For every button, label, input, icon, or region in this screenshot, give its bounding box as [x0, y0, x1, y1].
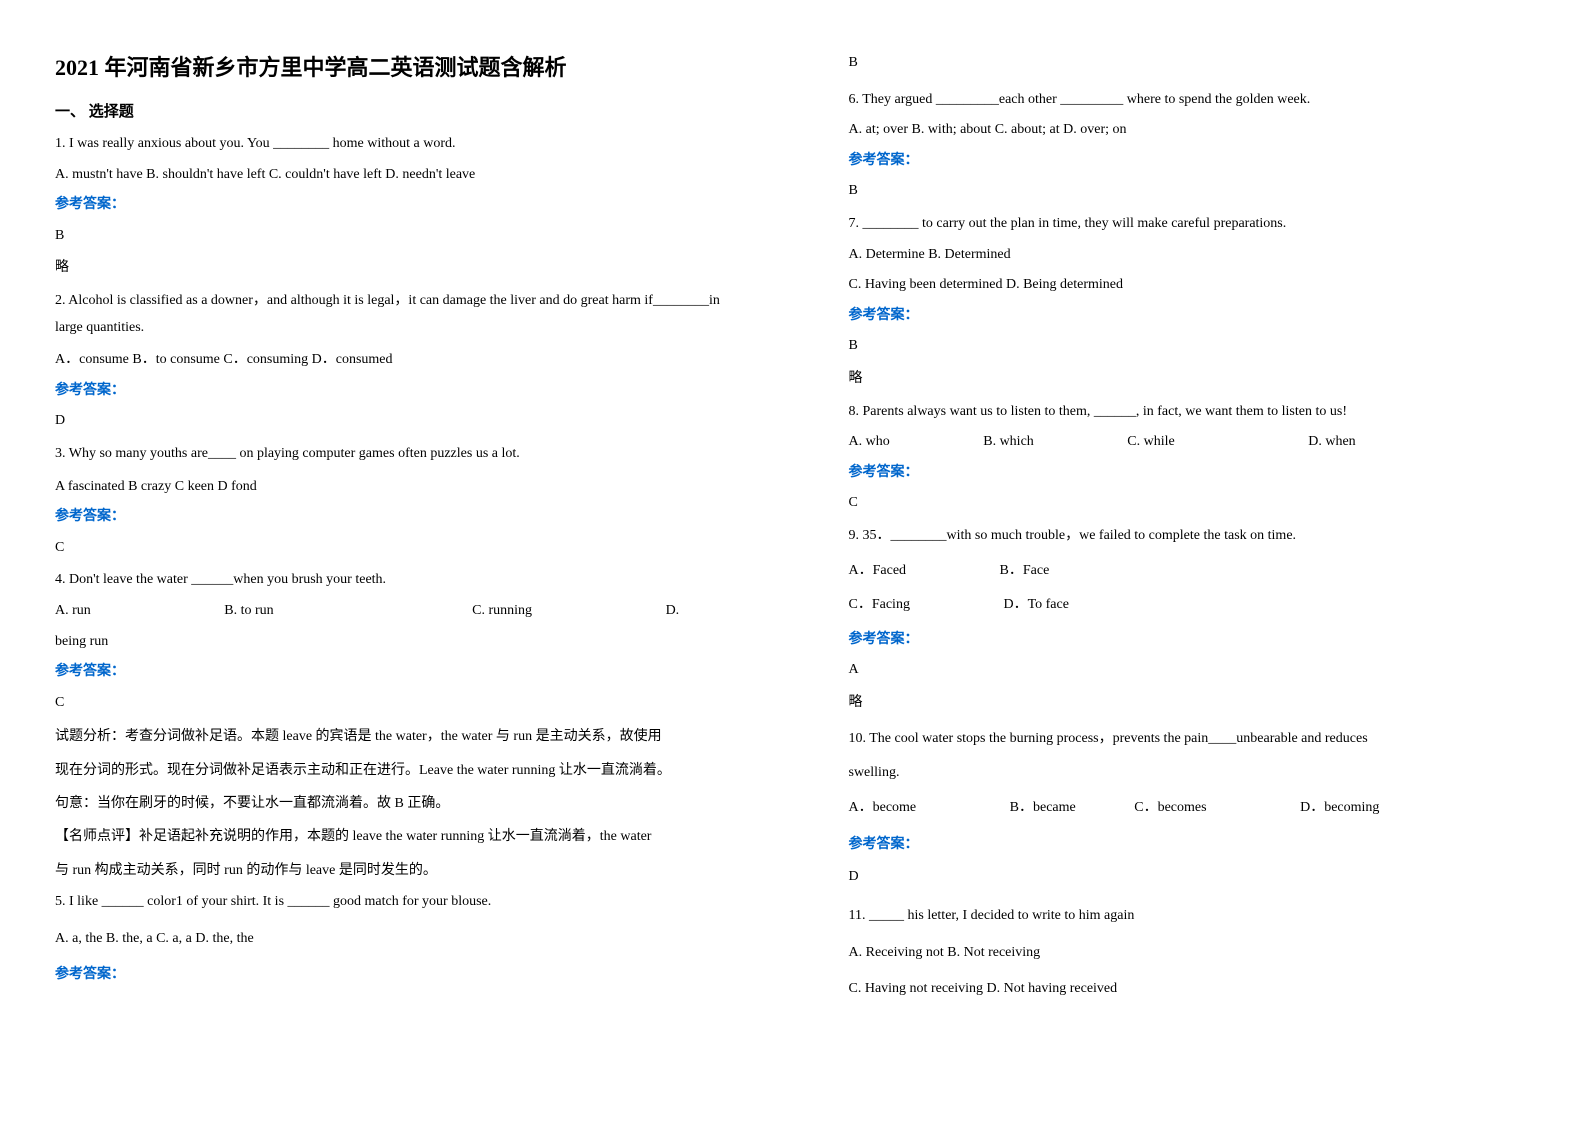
q3-answer: C [55, 535, 749, 562]
q9-answer-label: 参考答案： [849, 627, 1543, 654]
q7-note: 略 [849, 366, 1543, 393]
q3-text: 3. Why so many youths are____ on playing… [55, 441, 749, 468]
q10-text-b: swelling. [849, 758, 1543, 787]
q7-text: 7. ________ to carry out the plan in tim… [849, 211, 1543, 238]
q9-opt-b: B．Face [1000, 563, 1050, 578]
q10-opt-a: A．become [849, 800, 917, 815]
left-column: 2021 年河南省新乡市方里中学高二英语测试题含解析 一、 选择题 1. I w… [0, 0, 794, 1122]
q4-options-row2: being run [55, 629, 749, 656]
q4-opt-d: D. [666, 603, 680, 618]
q1-options: A. mustn't have B. shouldn't have left C… [55, 162, 749, 189]
q10-answer: D [849, 864, 1543, 891]
q2-text: 2. Alcohol is classified as a downer，and… [55, 288, 749, 341]
q7-options-a: A. Determine B. Determined [849, 242, 1543, 269]
right-column: B 6. They argued _________each other ___… [794, 0, 1587, 1122]
q9-text: 9. 35．________with so much trouble，we fa… [849, 523, 1543, 550]
q8-options: A. who B. which C. while D. when [849, 429, 1543, 456]
q5-answer: B [849, 50, 1543, 77]
q8-text: 8. Parents always want us to listen to t… [849, 399, 1543, 426]
q4-text: 4. Don't leave the water ______when you … [55, 567, 749, 594]
q7-options-b: C. Having been determined D. Being deter… [849, 272, 1543, 299]
q8-answer: C [849, 490, 1543, 517]
q1-answer: B [55, 223, 749, 250]
q8-answer-label: 参考答案： [849, 460, 1543, 487]
q4-opt-c: C. running [472, 603, 532, 618]
q1-note: 略 [55, 255, 749, 282]
q11-text: 11. _____ his letter, I decided to write… [849, 903, 1543, 930]
q8-opt-c: C. while [1127, 434, 1174, 449]
q9-answer: A [849, 657, 1543, 684]
q4-opt-a: A. run [55, 603, 91, 618]
q6-answer-label: 参考答案： [849, 148, 1543, 175]
q10-answer-label: 参考答案： [849, 832, 1543, 859]
q3-answer-label: 参考答案： [55, 504, 749, 531]
q5-options: A. a, the B. the, a C. a, a D. the, the [55, 926, 749, 953]
q7-answer-label: 参考答案： [849, 303, 1543, 330]
q4-exp4: 【名师点评】补足语起补充说明的作用，本题的 leave the water ru… [55, 822, 749, 851]
q5-answer-label: 参考答案： [55, 962, 749, 989]
q8-opt-a: A. who [849, 434, 890, 449]
q10-opt-c: C．becomes [1134, 800, 1206, 815]
q2-answer-label: 参考答案： [55, 378, 749, 405]
q8-opt-b: B. which [983, 434, 1034, 449]
page-title: 2021 年河南省新乡市方里中学高二英语测试题含解析 [55, 50, 749, 82]
q4-exp2: 现在分词的形式。现在分词做补足语表示主动和正在进行。Leave the wate… [55, 756, 749, 785]
q4-exp3: 句意：当你在刷牙的时候，不要让水一直都流淌着。故 B 正确。 [55, 789, 749, 818]
q1-answer-label: 参考答案： [55, 192, 749, 219]
q6-answer: B [849, 178, 1543, 205]
q9-note: 略 [849, 690, 1543, 717]
q9-options-row1: A．Faced B．Face [849, 558, 1543, 585]
q10-opt-d: D．becoming [1300, 800, 1379, 815]
q4-exp1: 试题分析：考查分词做补足语。本题 leave 的宾语是 the water，th… [55, 722, 749, 751]
q9-opt-c: C．Facing [849, 597, 910, 612]
q2-answer: D [55, 408, 749, 435]
q10-opt-b: B．became [1010, 800, 1076, 815]
q5-text: 5. I like ______ color1 of your shirt. I… [55, 889, 749, 916]
q4-options-row1: A. run B. to run C. running D. [55, 598, 749, 625]
q2-options: A．consume B．to consume C．consuming D．con… [55, 347, 749, 374]
q10-text-a: 10. The cool water stops the burning pro… [849, 724, 1543, 753]
q6-text: 6. They argued _________each other _____… [849, 87, 1543, 114]
q4-exp5: 与 run 构成主动关系，同时 run 的动作与 leave 是同时发生的。 [55, 856, 749, 885]
q9-opt-a: A．Faced [849, 563, 907, 578]
q9-options-row2: C．Facing D．To face [849, 592, 1543, 619]
q7-answer: B [849, 333, 1543, 360]
q11-options-a: A. Receiving not B. Not receiving [849, 940, 1543, 967]
q8-opt-d: D. when [1308, 434, 1355, 449]
q4-answer-label: 参考答案： [55, 659, 749, 686]
q1-text: 1. I was really anxious about you. You _… [55, 131, 749, 158]
q11-options-b: C. Having not receiving D. Not having re… [849, 976, 1543, 1003]
q3-options: A fascinated B crazy C keen D fond [55, 474, 749, 501]
q9-opt-d: D．To face [1003, 597, 1069, 612]
q4-opt-b: B. to run [224, 603, 273, 618]
q10-options: A．become B．became C．becomes D．becoming [849, 795, 1543, 822]
section-header: 一、 选择题 [55, 100, 749, 121]
q4-answer: C [55, 690, 749, 717]
q6-options: A. at; over B. with; about C. about; at … [849, 117, 1543, 144]
